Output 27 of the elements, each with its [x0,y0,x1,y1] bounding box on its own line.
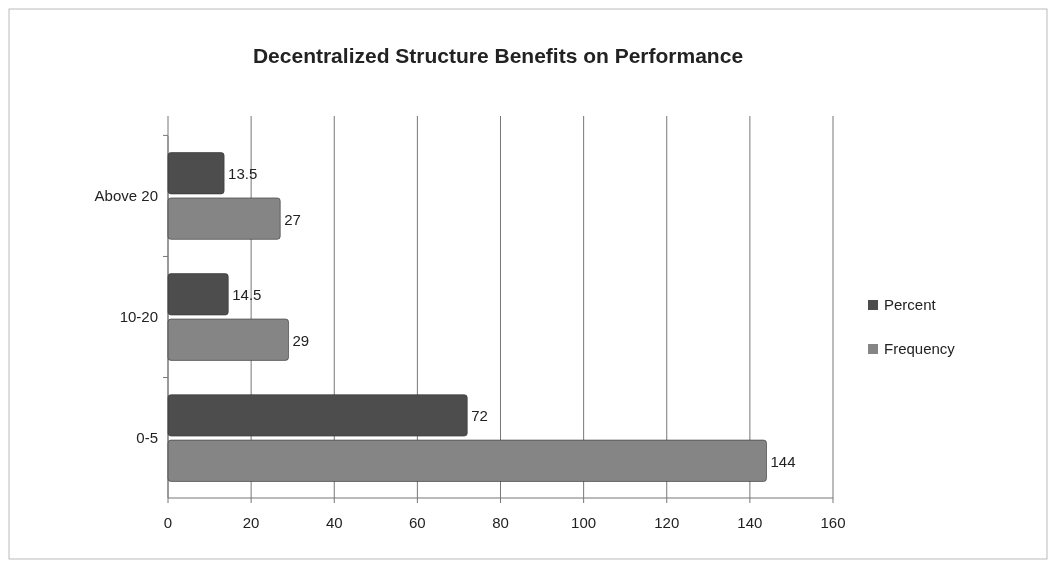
x-tick-label: 80 [492,514,509,531]
x-tick-label: 40 [325,514,343,531]
x-tick-label: 60 [409,514,426,531]
x-tick-label: 140 [737,514,763,531]
legend-label: Percent [884,296,937,313]
bar [167,152,225,195]
data-label: 72 [471,407,488,425]
y-tick-label: 0-5 [136,429,158,447]
x-tick-label: 160 [820,514,846,531]
chart-title: Decentralized Structure Benefits on Performance [252,44,744,67]
data-label: 29 [292,331,310,349]
y-tick-label: 10-20 [119,308,158,325]
data-label: 14.5 [232,286,262,304]
y-tick-label: Above 20 [94,186,158,204]
bar [167,273,229,316]
data-label: 27 [284,210,301,228]
x-tick-label: 20 [242,514,260,531]
bar [167,197,281,240]
data-label: 144 [770,452,796,470]
bar [167,394,468,437]
x-tick-label: 0 [163,514,173,531]
x-tick-label: 120 [654,514,680,531]
bar [167,439,767,482]
data-label: 13.5 [228,165,258,183]
bar [167,318,289,361]
legend-label: Frequency [884,340,956,357]
x-tick-label: 100 [571,514,597,531]
